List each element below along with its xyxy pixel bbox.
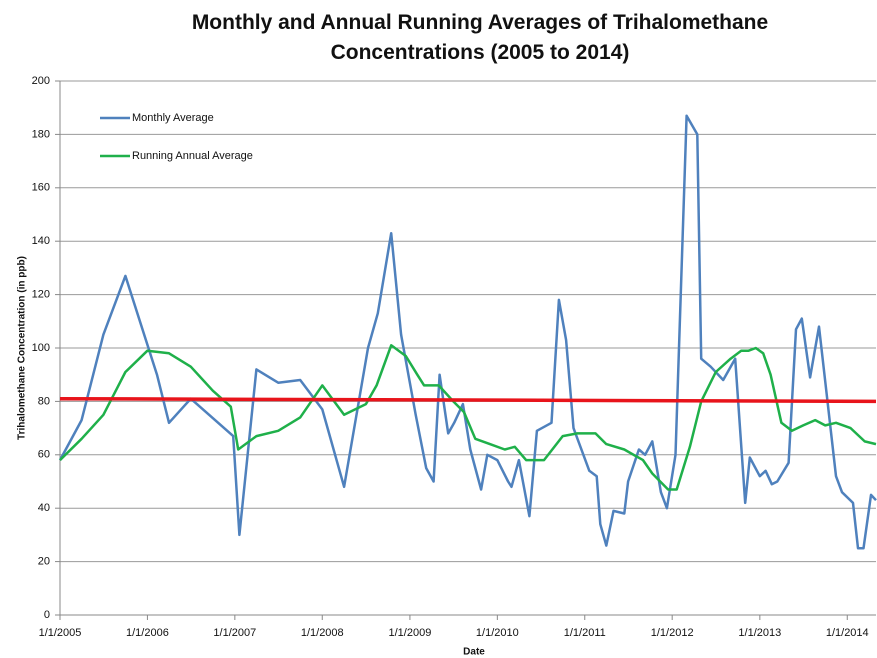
reference-line <box>59 396 877 404</box>
y-tick-label: 80 <box>38 395 50 407</box>
x-tick-label: 1/1/2010 <box>476 627 519 639</box>
legend-label: Running Annual Average <box>132 150 253 162</box>
x-tick-label: 1/1/2013 <box>738 627 781 639</box>
x-tick-label: 1/1/2007 <box>213 627 256 639</box>
legend-label: Monthly Average <box>132 112 214 124</box>
x-axis-label: Date <box>463 647 485 658</box>
x-tick-label: 1/1/2014 <box>826 627 869 639</box>
x-tick-label: 1/1/2009 <box>389 627 432 639</box>
y-axis-label: Trihalomethane Concentration (in ppb) <box>17 256 28 440</box>
x-tick-label: 1/1/2005 <box>39 627 82 639</box>
y-tick-label: 160 <box>32 182 50 194</box>
y-tick-label: 200 <box>32 75 50 87</box>
x-tick-label: 1/1/2012 <box>651 627 694 639</box>
series-line <box>59 344 877 491</box>
y-tick-label: 0 <box>44 609 50 621</box>
x-tick-label: 1/1/2008 <box>301 627 344 639</box>
x-tick-label: 1/1/2011 <box>564 627 606 639</box>
y-tick-label: 120 <box>32 289 50 301</box>
y-tick-label: 180 <box>32 128 50 140</box>
chart-title: Monthly and Annual Running Averages of T… <box>191 11 769 64</box>
y-tick-label: 60 <box>38 449 50 461</box>
y-tick-label: 140 <box>32 235 50 247</box>
y-tick-label: 100 <box>32 342 50 354</box>
x-tick-label: 1/1/2006 <box>126 627 169 639</box>
y-tick-label: 40 <box>38 502 50 514</box>
series-line <box>58 114 877 550</box>
y-tick-label: 20 <box>38 556 50 568</box>
